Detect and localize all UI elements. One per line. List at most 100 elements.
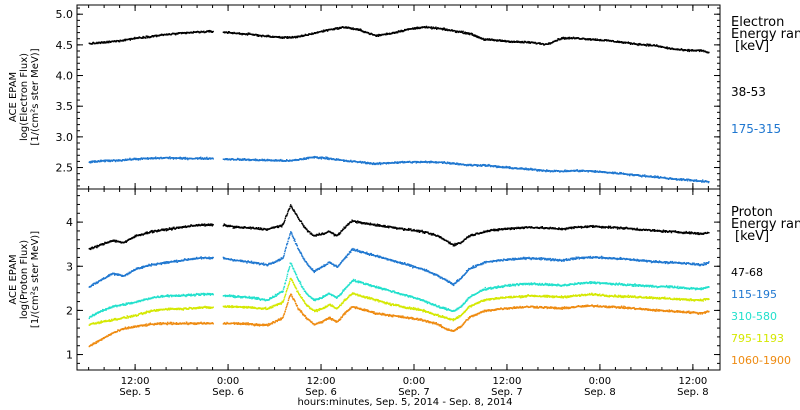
data-point: [468, 33, 470, 35]
data-point: [408, 229, 411, 231]
data-point: [360, 28, 362, 31]
data-point: [355, 29, 357, 31]
data-point: [283, 220, 286, 223]
data-point: [303, 157, 305, 160]
data-point: [470, 267, 472, 270]
data-point: [372, 162, 375, 164]
data-point: [281, 224, 283, 226]
data-point: [196, 256, 198, 259]
data-point: [414, 27, 416, 29]
data-point: [612, 171, 614, 173]
data-point: [553, 170, 555, 173]
data-point: [657, 175, 659, 178]
data-point: [688, 232, 690, 234]
data-point: [203, 158, 205, 160]
data-point: [511, 227, 514, 229]
data-point: [91, 160, 94, 162]
data-point: [666, 48, 669, 50]
data-point: [350, 249, 352, 251]
data-point: [323, 265, 326, 268]
data-point: [89, 247, 91, 250]
data-point: [323, 264, 325, 266]
data-point: [302, 224, 304, 226]
data-point: [403, 161, 405, 163]
data-point: [241, 260, 244, 262]
data-point: [139, 158, 141, 160]
data-point: [494, 165, 496, 168]
data-point: [173, 261, 176, 263]
data-point: [456, 279, 458, 282]
data-point: [115, 40, 118, 43]
data-point: [706, 232, 708, 234]
data-point: [584, 38, 586, 40]
data-point: [224, 224, 227, 226]
data-point: [355, 249, 358, 251]
data-point: [412, 267, 414, 269]
data-point: [336, 27, 339, 29]
data-point: [513, 40, 515, 43]
data-point: [343, 259, 345, 261]
data-point: [539, 42, 541, 44]
data-point: [446, 279, 449, 282]
data-point: [181, 227, 183, 229]
data-point: [456, 280, 458, 283]
data-point: [303, 158, 306, 160]
data-point: [421, 27, 423, 29]
data-point: [612, 40, 614, 42]
data-point: [253, 159, 256, 161]
data-point: [96, 282, 98, 284]
data-point: [689, 179, 691, 182]
data-point: [330, 231, 333, 234]
data-point: [411, 265, 413, 267]
data-point: [184, 32, 187, 35]
data-point: [387, 162, 389, 164]
data-point: [359, 221, 362, 223]
data-point: [135, 268, 137, 270]
data-point: [593, 170, 596, 172]
data-point: [332, 232, 335, 235]
data-point: [130, 159, 133, 161]
data-point: [300, 220, 303, 222]
data-point: [571, 227, 573, 230]
data-point: [335, 265, 338, 267]
data-point: [372, 254, 375, 256]
data-point: [147, 158, 149, 160]
data-point: [106, 160, 109, 162]
data-point: [707, 181, 710, 184]
data-point: [540, 226, 543, 228]
data-point: [259, 227, 262, 229]
data-point: [249, 32, 251, 34]
data-point: [517, 227, 519, 229]
data-point: [351, 248, 354, 251]
data-point: [107, 242, 109, 244]
data-point: [410, 228, 412, 230]
data-point: [619, 171, 621, 174]
data-point: [117, 273, 119, 275]
data-point: [239, 259, 241, 261]
data-point: [421, 230, 424, 233]
data-point: [124, 159, 126, 161]
data-point: [334, 233, 336, 236]
data-point: [296, 35, 298, 38]
data-point: [198, 31, 200, 33]
data-point: [302, 35, 304, 37]
data-point: [457, 162, 459, 165]
data-point: [124, 241, 127, 243]
data-point: [161, 228, 164, 230]
data-point: [203, 30, 205, 32]
data-point: [694, 233, 697, 235]
data-point: [449, 163, 451, 165]
data-point: [525, 167, 527, 169]
data-point: [468, 32, 470, 34]
data-point: [396, 260, 398, 263]
data-point: [641, 175, 643, 178]
data-point: [159, 157, 161, 160]
data-point: [249, 227, 251, 229]
data-point: [121, 274, 123, 277]
data-point: [442, 162, 444, 164]
data-point: [685, 179, 687, 181]
data-point: [416, 160, 418, 163]
data-point: [267, 34, 270, 37]
data-point: [104, 160, 107, 162]
data-point: [693, 232, 695, 234]
